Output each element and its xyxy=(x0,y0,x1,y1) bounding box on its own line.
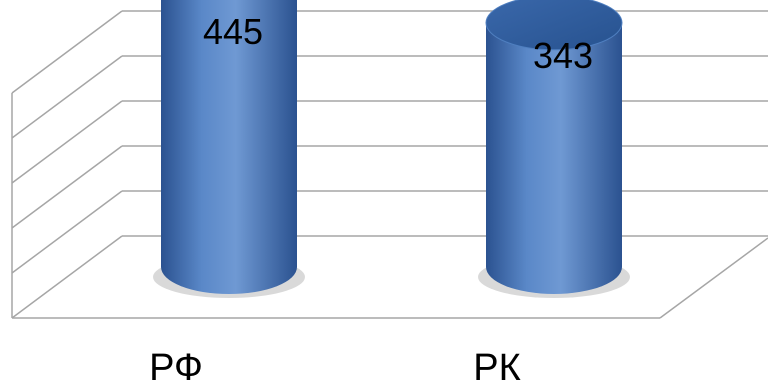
gridline-side xyxy=(11,145,123,229)
x-tick-label-rk: РК xyxy=(473,347,520,386)
gridline-side xyxy=(11,235,123,319)
bar-body xyxy=(161,0,297,294)
data-label-rk: 343 xyxy=(533,35,593,76)
x-tick-label-rf: РФ xyxy=(149,347,203,386)
bar-top xyxy=(485,0,623,51)
floor-right-edge xyxy=(659,237,768,319)
chart-labels: 445 343 РФ РК xyxy=(149,11,593,386)
gridline-side xyxy=(11,10,123,94)
bar-РК xyxy=(478,0,630,298)
data-label-rf: 445 xyxy=(203,11,263,52)
chart-bars xyxy=(153,0,630,298)
chart-grid xyxy=(11,10,768,319)
bar-РФ xyxy=(153,0,305,298)
bar-body xyxy=(486,22,622,294)
gridline-side xyxy=(11,190,123,274)
gridline-side xyxy=(11,55,123,139)
gridline-side xyxy=(11,100,123,184)
